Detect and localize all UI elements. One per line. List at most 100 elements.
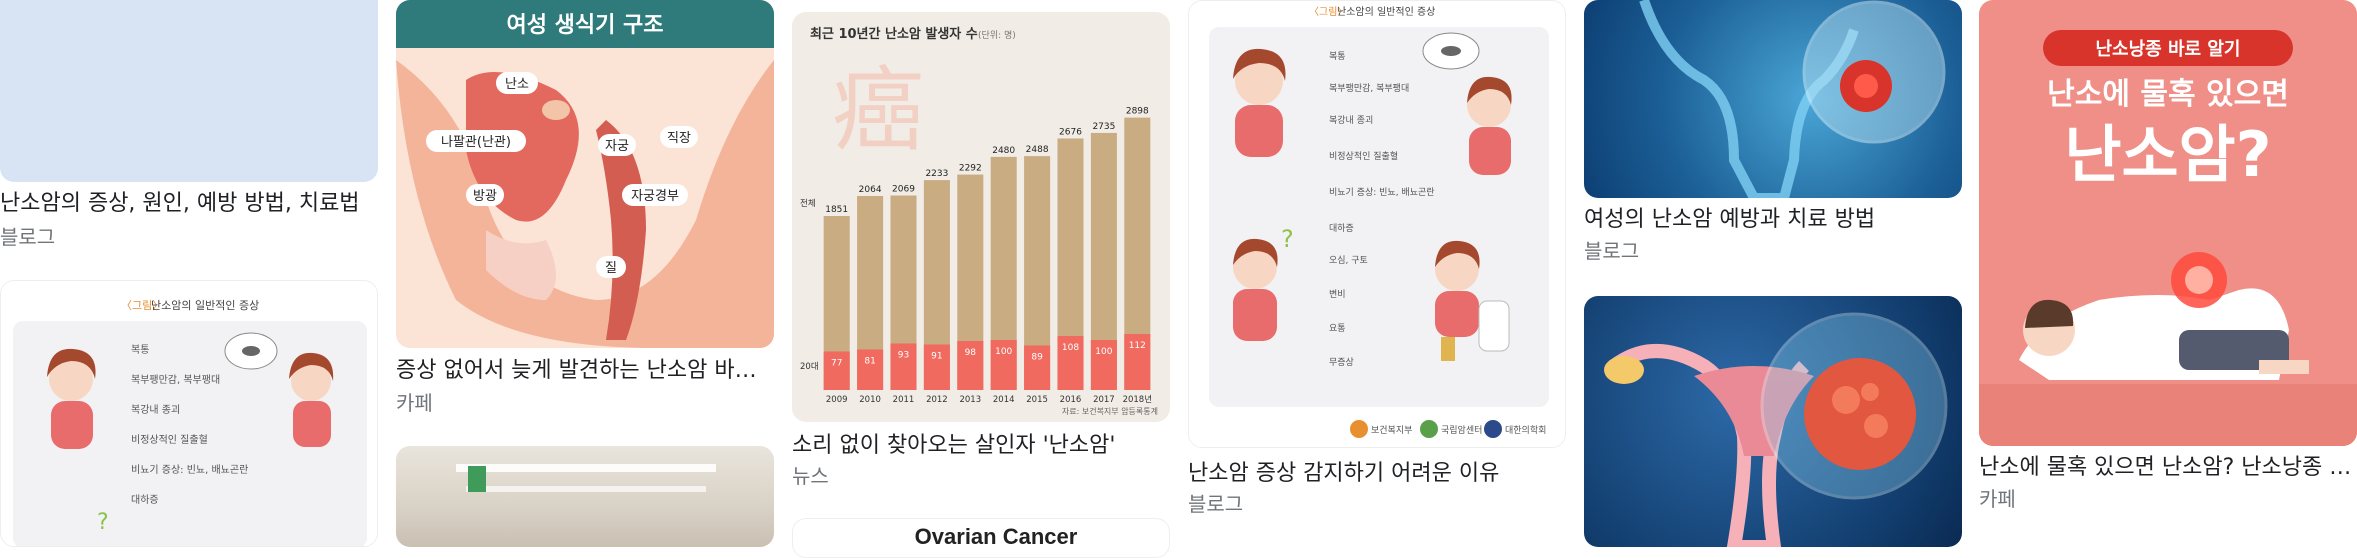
anatomy-label: 질 [605,261,617,276]
x-tick-label: 2016 [1060,395,1082,405]
bar-total-label: 1851 [825,205,848,215]
bar-20s-label: 112 [1129,341,1146,351]
result-source-4: 블로그 [1188,492,1244,516]
bar-total-label: 2488 [1026,145,1049,155]
result-title-1[interactable]: 난소암의 증상, 원인, 예방 방법, 치료법 [0,191,360,216]
ovary-shape [1604,356,1644,384]
result-title-6[interactable]: 난소에 물혹 있으면 난소암? 난소낭종 바로 알기 [1979,455,2357,480]
hospital-interior-photo [456,464,716,492]
symptom-item: 대하증 [1329,223,1354,234]
anatomy-illustration: 여성 생식기 구조 난소 나팔관(난관) 자궁 직장 방광 자궁경부 질 [396,0,774,348]
bar-20s [990,340,1017,390]
result-title-3[interactable]: 소리 없이 찾아오는 살인자 '난소암' [792,433,1116,458]
result-image-anatomy[interactable]: 여성 생식기 구조 난소 나팔관(난관) 자궁 직장 방광 자궁경부 질 [396,0,774,348]
symptom-item: 대하증 [131,493,159,506]
symptom-chart-title: 난소암의 일반적인 증상 [1337,6,1435,18]
bar-total-label: 2292 [959,164,982,174]
bar-20s [857,349,884,390]
result-source-3: 뉴스 [792,464,829,488]
footer-logo: 국립암센터 [1441,424,1482,436]
symptom-item: 비정상적인 질출혈 [131,433,208,446]
symptom-chart-prefix: 〈그림〉 [1309,6,1347,18]
chart-unit: (단위: 명) [978,30,1016,41]
bar-20s-label: 93 [898,351,909,361]
bar-20s [1090,340,1117,390]
result-image-chart[interactable]: 최근 10년간 난소암 발생자 수 (단위: 명) 癌 1851 77 2009 20… [792,12,1170,422]
cyst-title-line1: 난소낭종 바로 알기 [2095,39,2240,60]
result-image-ovarian-cancer[interactable]: Ovarian Cancer [792,518,1170,558]
woman-figure-icon [1233,238,1278,341]
result-source-6: 카페 [1979,487,2016,511]
result-image-1[interactable] [0,0,378,182]
bar-total-label: 2480 [992,146,1015,156]
x-tick-label: 2009 [826,395,848,405]
uterus-3d-illustration [1639,0,1946,198]
bar-total-label: 2064 [859,185,882,195]
result-title-5[interactable]: 여성의 난소암 예방과 치료 방법 [1584,207,1876,232]
symptom-item: 무증상 [1329,357,1354,368]
bar-20s-label: 89 [1031,353,1043,363]
bar-20s [1124,334,1151,390]
bar-total-label: 2676 [1059,127,1082,137]
result-source-2: 카페 [396,391,433,415]
anatomy-heading: 여성 생식기 구조 [507,13,664,38]
ncc-logo-icon [1420,420,1438,438]
bar-20s-label: 100 [1095,347,1112,357]
bar-20s [890,343,917,390]
ovary-shape [542,100,570,120]
bar-20s-label: 108 [1062,343,1079,353]
x-tick-label: 2015 [1026,395,1048,405]
x-tick-label: 2013 [959,395,981,405]
footer-logo: 보건복지부 [1371,425,1412,436]
x-tick-label: 2017 [1093,395,1115,405]
woman-figure-icon [47,348,96,449]
chart-title: 최근 10년간 난소암 발생자 수 [810,26,978,42]
bar-20s [1024,345,1051,390]
woman-figure-icon [1233,48,1286,157]
bar-total-label: 2233 [925,169,948,179]
tumor-shape [1804,358,1916,470]
result-image-cyst[interactable]: 난소낭종 바로 알기 난소에 물혹 있으면 난소암? [1979,0,2357,446]
symptom-item: 비뇨기 증상: 빈뇨, 배뇨곤란 [1329,186,1435,198]
symptom-item: 요통 [1329,323,1346,334]
result-image-symptoms[interactable]: 〈그림〉 난소암의 일반적인 증상 복통 복부팽만감, 복부팽대 복강내 종괴 … [1188,0,1566,448]
x-tick-label: 2014 [993,395,1015,405]
bar-20s [923,344,950,390]
symptom-item: 복통 [131,344,149,356]
bar-total-label: 2898 [1126,107,1149,117]
kams-logo-icon [1484,420,1502,438]
bar-20s [1057,336,1084,390]
symptom-item: 복강내 종괴 [131,404,180,416]
x-tick-label: 2010 [859,395,881,405]
symptom-chart-title: 난소암의 일반적인 증상 [151,298,259,312]
result-source-1: 블로그 [0,225,56,249]
question-mark-icon: ? [1281,225,1294,253]
symptom-item: 비뇨기 증상: 빈뇨, 배뇨곤란 [131,464,248,476]
anatomy-label: 방광 [473,189,497,204]
bar-20s-label: 77 [831,359,842,369]
result-title-2[interactable]: 증상 없어서 늦게 발견하는 난소암 바로 알기 [396,358,774,383]
symptom-chart-prefix: 〈그림〉 [121,299,163,312]
symptom-illustration: 〈그림〉 난소암의 일반적인 증상 복통 복부팽만감, 복부팽대 복강내 종괴 … [1209,6,1549,438]
bar-total-label: 2069 [892,185,915,195]
incidence-bar-chart: 최근 10년간 난소암 발생자 수 (단위: 명) 癌 1851 77 2009 20… [800,26,1158,416]
footer-logo: 대한의학회 [1505,425,1546,436]
result-title-4[interactable]: 난소암 증상 감지하기 어려운 이유 [1188,461,1500,486]
series-label-20s: 20대 [800,362,819,372]
bar-20s [823,351,850,390]
chart-source: 자료: 보건복지부 암등록통계 [1062,406,1158,416]
result-image-symptoms-2[interactable]: 〈그림〉 난소암의 일반적인 증상 복통 복부팽만감, 복부팽대 복강내 종괴 … [0,280,378,547]
anatomy-label: 직장 [667,131,691,146]
result-image-ovary-xray[interactable] [1584,296,1962,547]
cyst-illustration: 난소낭종 바로 알기 난소에 물혹 있으면 난소암? [1979,30,2357,446]
bar-20s-label: 98 [965,348,977,358]
symptom-list: 복통 복부팽만감, 복부팽대 복강내 종괴 비정상적인 질출혈 비뇨기 증상: … [1329,51,1435,368]
cyst-title-line2: 난소에 물혹 있으면 [2047,77,2289,112]
bar-20s [957,341,984,390]
bar-20s-label: 81 [864,357,875,367]
woman-on-toilet-icon [1435,240,1510,361]
symptom-item: 복부팽만감, 복부팽대 [1329,82,1409,94]
question-mark-icon: ? [97,510,109,535]
result-image-uterus-3d[interactable] [1584,0,1962,198]
result-image-hospital[interactable] [396,446,774,547]
